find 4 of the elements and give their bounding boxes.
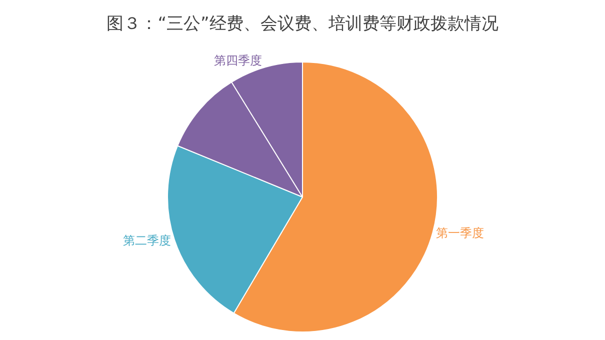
slice-label: 第二季度 (123, 234, 172, 248)
slice-label: 第一季度 (436, 226, 484, 240)
chart-title: 图３：“三公”经费、会议费、培训费等财政拨款情况 (106, 14, 498, 34)
slice-label: 第四季度 (214, 54, 262, 68)
